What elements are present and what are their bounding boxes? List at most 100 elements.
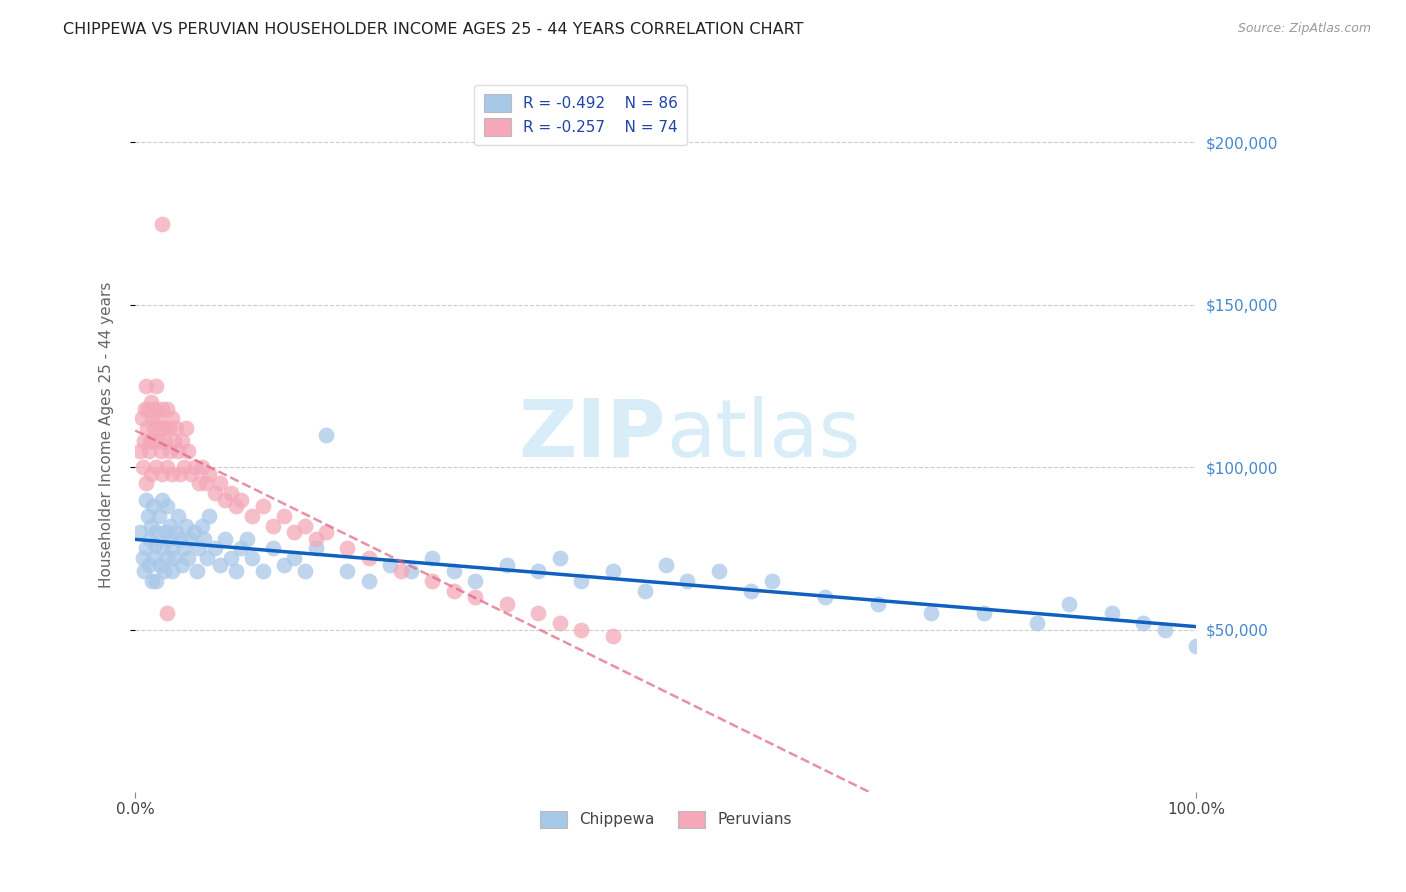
Point (1153, 623, 1175, 637)
Point (143, 401, 166, 416)
Text: CHIPPEWA VS PERUVIAN HOUSEHOLDER INCOME AGES 25 - 44 YEARS CORRELATION CHART: CHIPPEWA VS PERUVIAN HOUSEHOLDER INCOME … (63, 22, 804, 37)
Point (170, 434, 193, 449)
Point (132, 564, 155, 578)
Point (163, 434, 186, 449)
Point (139, 467, 162, 481)
Text: atlas: atlas (666, 396, 860, 474)
Point (357, 574, 380, 588)
Point (204, 541, 226, 556)
Legend: Chippewa, Peruvians: Chippewa, Peruvians (534, 805, 799, 834)
Point (150, 217, 173, 231)
Point (139, 518, 162, 533)
Point (169, 467, 191, 481)
Point (761, 574, 783, 588)
Point (336, 564, 359, 578)
Point (569, 623, 592, 637)
Point (283, 525, 305, 540)
Point (219, 551, 242, 566)
Point (156, 499, 179, 513)
Point (153, 564, 176, 578)
Point (162, 467, 184, 481)
Point (814, 590, 837, 604)
Point (315, 525, 337, 540)
Point (146, 411, 169, 425)
Point (156, 607, 179, 621)
Point (142, 499, 165, 513)
Point (231, 492, 253, 507)
Point (740, 583, 762, 598)
Point (198, 508, 221, 523)
Point (209, 476, 232, 491)
Point (145, 460, 167, 475)
Point (198, 467, 221, 481)
Point (209, 558, 232, 572)
Point (165, 525, 187, 540)
Point (173, 460, 195, 475)
Point (138, 444, 160, 458)
Point (174, 518, 197, 533)
Point (548, 616, 571, 631)
Point (157, 421, 180, 435)
Point (177, 551, 200, 566)
Point (156, 460, 179, 475)
Point (179, 532, 201, 546)
Point (569, 574, 592, 588)
Point (165, 421, 187, 435)
Point (170, 558, 193, 572)
Point (1185, 639, 1208, 653)
Point (156, 551, 179, 566)
Point (143, 421, 166, 435)
Point (153, 525, 176, 540)
Point (135, 476, 157, 491)
Point (214, 492, 236, 507)
Point (294, 564, 316, 578)
Point (150, 492, 173, 507)
Point (183, 525, 205, 540)
Point (231, 541, 253, 556)
Point (139, 434, 162, 449)
Point (135, 492, 157, 507)
Point (235, 532, 257, 546)
Point (159, 518, 181, 533)
Point (139, 395, 162, 409)
Point (676, 574, 699, 588)
Point (177, 444, 200, 458)
Point (141, 574, 163, 588)
Point (180, 467, 202, 481)
Point (166, 444, 188, 458)
Point (157, 532, 180, 546)
Point (195, 476, 218, 491)
Point (129, 525, 152, 540)
Point (149, 558, 172, 572)
Point (143, 538, 166, 552)
Y-axis label: Householder Income Ages 25 - 44 years: Householder Income Ages 25 - 44 years (100, 282, 114, 588)
Point (145, 379, 167, 393)
Point (336, 541, 359, 556)
Point (602, 629, 624, 643)
Point (378, 558, 401, 572)
Point (141, 411, 163, 425)
Point (357, 551, 380, 566)
Point (139, 532, 162, 546)
Point (142, 434, 165, 449)
Point (166, 508, 188, 523)
Point (252, 564, 274, 578)
Point (527, 607, 550, 621)
Point (149, 444, 172, 458)
Point (150, 541, 173, 556)
Point (548, 551, 571, 566)
Point (920, 607, 942, 621)
Point (389, 564, 412, 578)
Point (162, 541, 184, 556)
Point (153, 421, 176, 435)
Point (1057, 597, 1080, 611)
Point (273, 558, 295, 572)
Point (191, 518, 214, 533)
Point (145, 525, 167, 540)
Text: Source: ZipAtlas.com: Source: ZipAtlas.com (1237, 22, 1371, 36)
Point (153, 434, 176, 449)
Point (225, 564, 247, 578)
Point (443, 564, 465, 578)
Point (187, 541, 209, 556)
Point (464, 574, 486, 588)
